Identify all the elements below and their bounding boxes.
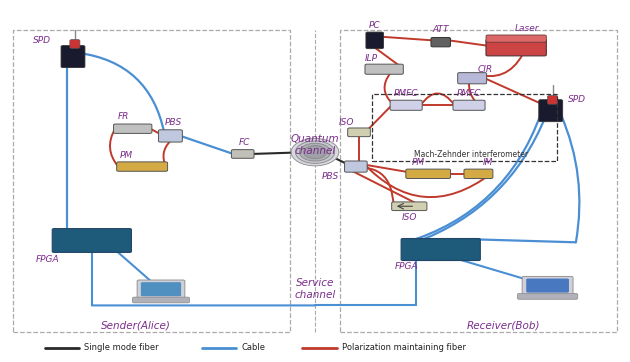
Text: Laser: Laser bbox=[515, 24, 540, 33]
FancyBboxPatch shape bbox=[348, 128, 370, 136]
FancyBboxPatch shape bbox=[61, 46, 85, 68]
Circle shape bbox=[299, 143, 331, 161]
Text: PM: PM bbox=[412, 159, 425, 168]
Text: ATT: ATT bbox=[432, 25, 449, 34]
FancyBboxPatch shape bbox=[486, 39, 546, 56]
FancyBboxPatch shape bbox=[457, 73, 486, 84]
Text: ISO: ISO bbox=[339, 118, 354, 127]
Bar bbox=[340, 30, 617, 332]
FancyBboxPatch shape bbox=[366, 32, 384, 49]
Circle shape bbox=[291, 138, 339, 166]
FancyBboxPatch shape bbox=[522, 276, 573, 295]
FancyBboxPatch shape bbox=[431, 38, 450, 47]
Text: Cable: Cable bbox=[241, 343, 265, 352]
FancyBboxPatch shape bbox=[547, 96, 558, 104]
Text: FR: FR bbox=[118, 111, 129, 121]
FancyBboxPatch shape bbox=[345, 161, 367, 172]
Text: PMFC: PMFC bbox=[457, 89, 481, 98]
FancyBboxPatch shape bbox=[113, 124, 152, 134]
Bar bbox=[372, 94, 557, 161]
FancyBboxPatch shape bbox=[159, 130, 182, 142]
Text: PMFC: PMFC bbox=[394, 89, 418, 98]
FancyBboxPatch shape bbox=[231, 150, 254, 158]
Text: FPGA: FPGA bbox=[394, 262, 418, 272]
FancyBboxPatch shape bbox=[52, 228, 132, 252]
FancyBboxPatch shape bbox=[390, 100, 422, 110]
Text: SPD: SPD bbox=[33, 36, 50, 45]
Text: CIR: CIR bbox=[477, 65, 492, 74]
FancyBboxPatch shape bbox=[486, 35, 546, 42]
Bar bbox=[13, 30, 290, 332]
Text: PBS: PBS bbox=[165, 118, 182, 127]
FancyBboxPatch shape bbox=[539, 100, 563, 122]
Text: Single mode fiber: Single mode fiber bbox=[84, 343, 159, 352]
Text: PM: PM bbox=[120, 151, 133, 160]
Text: ILP: ILP bbox=[365, 54, 378, 63]
FancyBboxPatch shape bbox=[453, 100, 485, 110]
Text: Mach-Zehnder interferometer: Mach-Zehnder interferometer bbox=[413, 150, 528, 159]
Text: Quantum
channel: Quantum channel bbox=[290, 134, 340, 156]
FancyBboxPatch shape bbox=[132, 297, 190, 303]
Text: FC: FC bbox=[238, 138, 249, 147]
FancyBboxPatch shape bbox=[70, 40, 80, 48]
FancyBboxPatch shape bbox=[137, 280, 185, 298]
Text: ISO: ISO bbox=[401, 212, 417, 222]
Text: SPD: SPD bbox=[568, 95, 586, 104]
Circle shape bbox=[295, 141, 335, 163]
FancyBboxPatch shape bbox=[117, 162, 168, 171]
FancyBboxPatch shape bbox=[401, 239, 480, 261]
FancyBboxPatch shape bbox=[141, 282, 181, 296]
Text: IM: IM bbox=[483, 159, 493, 168]
FancyBboxPatch shape bbox=[365, 64, 403, 74]
Circle shape bbox=[304, 146, 326, 159]
FancyBboxPatch shape bbox=[464, 169, 493, 178]
FancyBboxPatch shape bbox=[517, 294, 578, 299]
FancyBboxPatch shape bbox=[392, 202, 427, 211]
Text: PC: PC bbox=[369, 21, 381, 30]
Text: Receiver(Bob): Receiver(Bob) bbox=[467, 320, 541, 330]
Text: PBS: PBS bbox=[322, 172, 340, 181]
Text: Sender(Alice): Sender(Alice) bbox=[101, 320, 171, 330]
Text: Polarization maintaining fiber: Polarization maintaining fiber bbox=[342, 343, 466, 352]
Text: FPGA: FPGA bbox=[36, 255, 60, 264]
FancyBboxPatch shape bbox=[526, 278, 569, 292]
Text: Service
channel: Service channel bbox=[294, 278, 336, 300]
FancyBboxPatch shape bbox=[406, 169, 450, 178]
